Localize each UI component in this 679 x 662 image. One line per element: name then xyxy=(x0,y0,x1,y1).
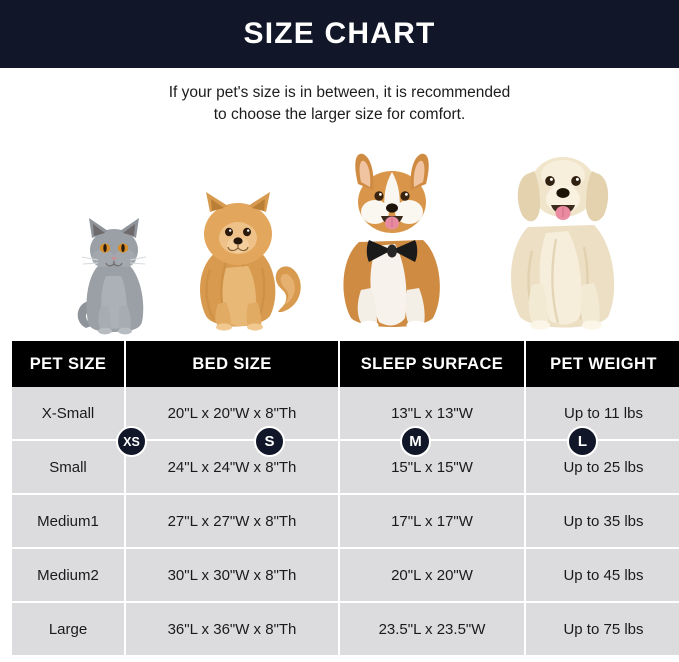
cell-bed-size: 20"L x 20"W x 8"Th xyxy=(125,387,340,441)
column-header-pet-weight: PET WEIGHT xyxy=(525,341,679,387)
cell-bed-size: 24"L x 24"W x 8"Th xyxy=(125,440,340,495)
corgi-illustration xyxy=(325,150,460,335)
table-row: Large 36"L x 36"W x 8"Th 23.5"L x 23.5"W… xyxy=(12,602,679,655)
header-banner: SIZE CHART xyxy=(0,0,679,68)
size-badge-s: S xyxy=(254,426,285,457)
pomeranian-illustration xyxy=(182,190,307,335)
corgi-graphic xyxy=(343,153,440,330)
cell-bed-size: 27"L x 27"W x 8"Th xyxy=(125,494,340,549)
bow-tie xyxy=(366,240,418,262)
animal-illustration-strip: XS S M L xyxy=(0,134,679,457)
golden-retriever-illustration xyxy=(492,135,632,335)
golden-retriever-graphic xyxy=(510,157,615,330)
column-header-pet-size: PET SIZE xyxy=(12,341,126,387)
table-row: Medium2 30"L x 30"W x 8"Th 20"L x 20"W U… xyxy=(12,548,679,603)
subtitle-line-1: If your pet's size is in between, it is … xyxy=(168,84,511,101)
cell-pet-size: Large xyxy=(12,602,126,655)
size-badge-xs: XS xyxy=(116,426,147,457)
cell-bed-size: 36"L x 36"W x 8"Th xyxy=(125,602,340,655)
table-row: X-Small 20"L x 20"W x 8"Th 13"L x 13"W U… xyxy=(12,387,679,441)
subtitle-text: If your pet's size is in between, it is … xyxy=(105,82,575,126)
table-row: Medium1 27"L x 27"W x 8"Th 17"L x 17"W U… xyxy=(12,494,679,549)
cell-sleep-surface: 13"L x 13"W xyxy=(339,387,526,441)
table-row: Small 24"L x 24"W x 8"Th 15"L x 15"W Up … xyxy=(12,440,679,495)
size-badge-m: M xyxy=(400,426,431,457)
cell-pet-size: Medium2 xyxy=(12,548,126,603)
cell-pet-size: Small xyxy=(12,440,126,495)
cell-pet-weight: Up to 25 lbs xyxy=(525,440,679,495)
column-header-bed-size: BED SIZE xyxy=(125,341,340,387)
subtitle-line-2: to choose the larger size for comfort. xyxy=(213,106,466,123)
column-header-sleep-surface: SLEEP SURFACE xyxy=(339,341,526,387)
cell-sleep-surface: 20"L x 20"W xyxy=(339,548,526,603)
table-header-row: PET SIZE BED SIZE SLEEP SURFACE PET WEIG… xyxy=(12,341,679,387)
cell-sleep-surface: 15"L x 15"W xyxy=(339,440,526,495)
cell-sleep-surface: 17"L x 17"W xyxy=(339,494,526,549)
cell-pet-size: X-Small xyxy=(12,387,126,441)
pomeranian-graphic xyxy=(200,192,301,331)
size-badge-l: L xyxy=(567,426,598,457)
cell-bed-size: 30"L x 30"W x 8"Th xyxy=(125,548,340,603)
cell-pet-weight: Up to 45 lbs xyxy=(525,548,679,603)
cat-graphic xyxy=(77,218,147,335)
size-chart-table: PET SIZE BED SIZE SLEEP SURFACE PET WEIG… xyxy=(12,341,679,655)
cell-pet-weight: Up to 75 lbs xyxy=(525,602,679,655)
subtitle-block: If your pet's size is in between, it is … xyxy=(0,68,679,132)
page-title: SIZE CHART xyxy=(243,17,436,50)
cell-pet-weight: Up to 35 lbs xyxy=(525,494,679,549)
cell-pet-weight: Up to 11 lbs xyxy=(525,387,679,441)
cat-illustration xyxy=(70,210,160,335)
cell-pet-size: Medium1 xyxy=(12,494,126,549)
cell-sleep-surface: 23.5"L x 23.5"W xyxy=(339,602,526,655)
